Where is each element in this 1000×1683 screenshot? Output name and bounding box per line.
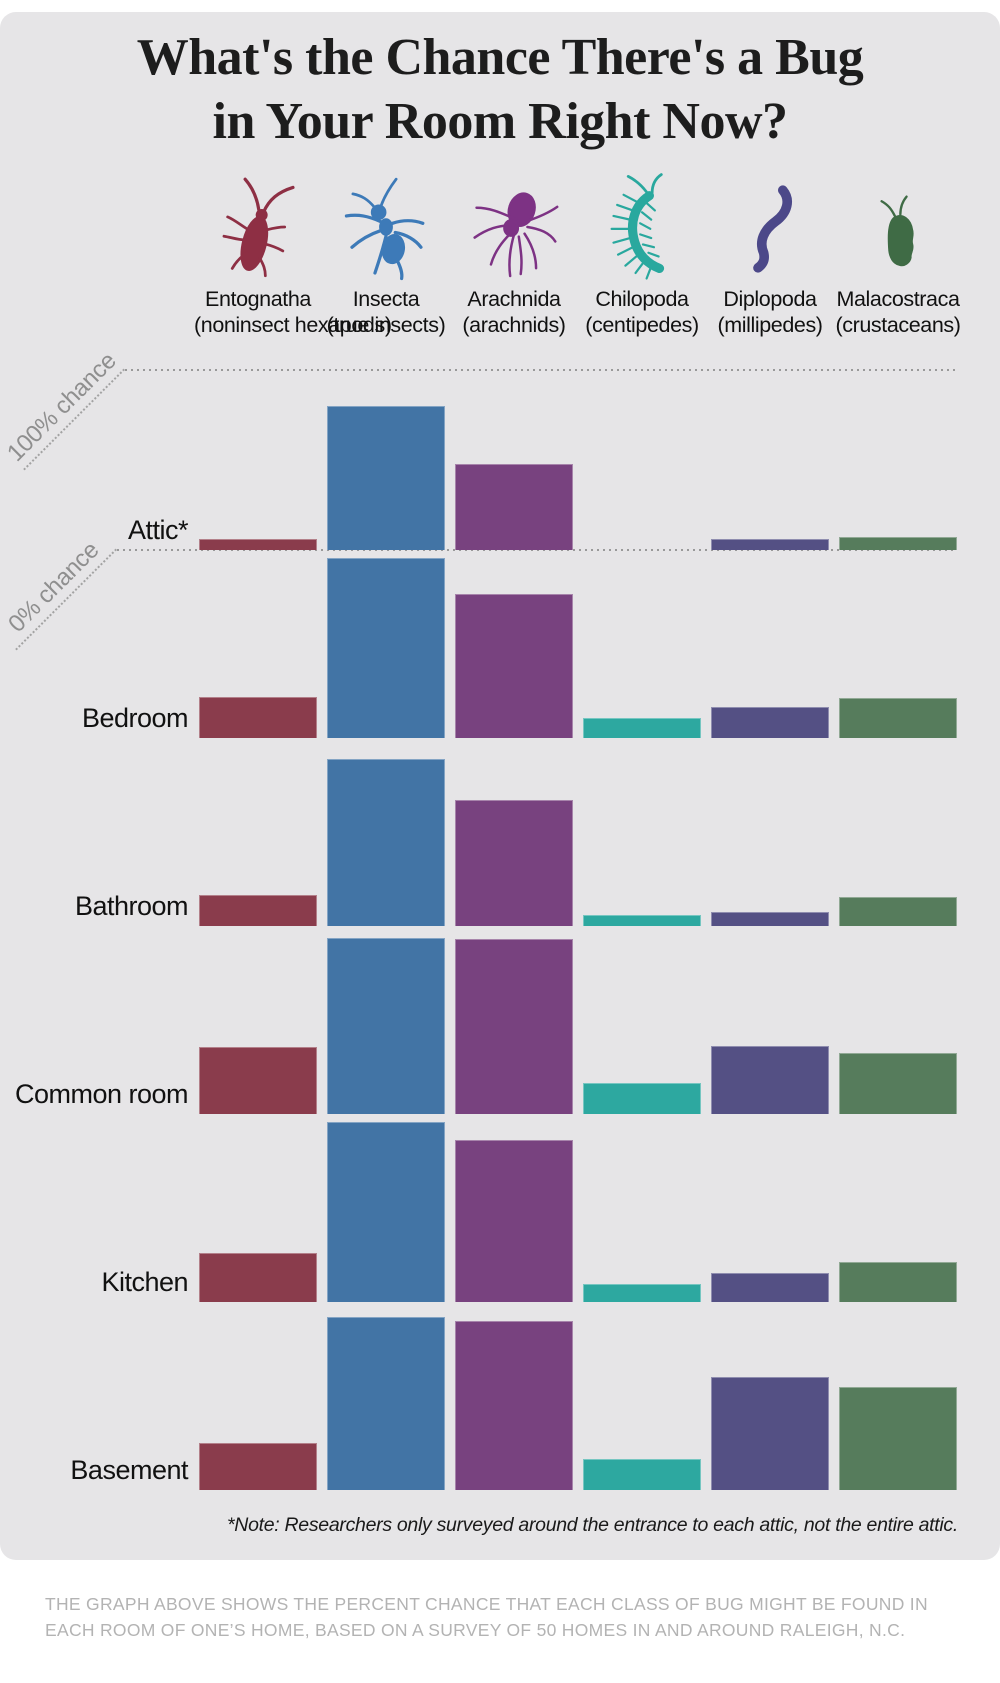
bar-attic--entognatha xyxy=(199,539,317,550)
footnote: *Note: Researchers only surveyed around … xyxy=(227,1514,958,1536)
bar-basement-chilopoda xyxy=(583,1459,701,1490)
bar-basement-entognatha xyxy=(199,1443,317,1490)
bar-attic--arachnida xyxy=(455,464,573,550)
bar-kitchen-entognatha xyxy=(199,1253,317,1302)
springtail-icon xyxy=(194,166,322,286)
bar-basement-diplopoda xyxy=(711,1377,829,1490)
class-name: Malacostraca xyxy=(836,287,960,311)
class-name: Insecta xyxy=(352,287,420,311)
bar-bathroom-insecta xyxy=(327,759,445,926)
bar-bedroom-entognatha xyxy=(199,697,317,738)
isopod-icon xyxy=(834,166,962,286)
class-sublabel: (centipedes) xyxy=(585,313,699,337)
bar-basement-malacostraca xyxy=(839,1387,957,1490)
bar-common-room-insecta xyxy=(327,938,445,1114)
bar-chart-plot: 100% chance 0% chance Attic* Bedroom Bathr… xyxy=(0,346,957,1490)
legend-insecta: Insecta (true insects) xyxy=(322,166,450,338)
ant-icon xyxy=(322,166,450,286)
bar-attic--diplopoda xyxy=(711,539,829,550)
chart-panel-background xyxy=(0,12,1000,1560)
class-name: Diplopoda xyxy=(723,287,817,311)
centipede-icon xyxy=(578,166,706,286)
page-title: What's the Chance There's a Bug in Your … xyxy=(0,26,1000,154)
bar-common-room-diplopoda xyxy=(711,1046,829,1114)
legend-chilopoda: Chilopoda (centipedes) xyxy=(578,166,706,338)
bar-attic--insecta xyxy=(327,406,445,550)
legend-arachnida: Arachnida (arachnids) xyxy=(450,166,578,338)
spider-icon xyxy=(450,166,578,286)
bar-common-room-arachnida xyxy=(455,939,573,1114)
room-label-bathroom: Bathroom xyxy=(74,891,189,921)
bar-kitchen-malacostraca xyxy=(839,1262,957,1302)
bar-common-room-malacostraca xyxy=(839,1053,957,1114)
bar-common-room-entognatha xyxy=(199,1047,317,1114)
room-label-common-room: Common room xyxy=(14,1079,189,1109)
bar-bedroom-chilopoda xyxy=(583,718,701,738)
room-label-kitchen: Kitchen xyxy=(101,1267,188,1297)
bar-kitchen-arachnida xyxy=(455,1140,573,1302)
page-title-line1: What's the Chance There's a Bug xyxy=(136,29,864,86)
class-name: Arachnida xyxy=(467,287,561,311)
bar-attic--malacostraca xyxy=(839,537,957,550)
caption-text: THE GRAPH ABOVE SHOWS THE PERCENT CHANCE… xyxy=(45,1594,928,1640)
bar-bedroom-arachnida xyxy=(455,594,573,738)
class-sublabel: (true insects) xyxy=(326,313,446,337)
axis-label-0-percent: 0% chance xyxy=(0,526,117,651)
millipede-icon xyxy=(706,166,834,286)
class-sublabel: (millipedes) xyxy=(717,313,823,337)
class-name: Entognatha xyxy=(205,287,311,311)
gridline-100-percent xyxy=(125,369,955,371)
class-sublabel: (arachnids) xyxy=(462,313,566,337)
room-label-attic-: Attic* xyxy=(127,515,189,545)
bar-bathroom-entognatha xyxy=(199,895,317,926)
class-name: Chilopoda xyxy=(595,287,689,311)
room-label-bedroom: Bedroom xyxy=(81,703,189,733)
bar-bathroom-arachnida xyxy=(455,800,573,926)
bar-bedroom-malacostraca xyxy=(839,698,957,738)
class-sublabel: (crustaceans) xyxy=(835,313,961,337)
room-label-basement: Basement xyxy=(70,1455,188,1485)
bar-basement-arachnida xyxy=(455,1321,573,1490)
bar-basement-insecta xyxy=(327,1317,445,1490)
axis-label-100-percent: 100% chance xyxy=(1,346,125,471)
bar-kitchen-insecta xyxy=(327,1122,445,1302)
page-title-line2: in Your Room Right Now? xyxy=(212,93,789,150)
bar-bedroom-insecta xyxy=(327,558,445,738)
bar-common-room-chilopoda xyxy=(583,1083,701,1114)
legend-diplopoda: Diplopoda (millipedes) xyxy=(706,166,834,338)
legend-malacostraca: Malacostraca (crustaceans) xyxy=(834,166,962,338)
bar-bathroom-chilopoda xyxy=(583,915,701,926)
bar-bathroom-malacostraca xyxy=(839,897,957,926)
bar-kitchen-chilopoda xyxy=(583,1284,701,1302)
bar-kitchen-diplopoda xyxy=(711,1273,829,1302)
bar-bedroom-diplopoda xyxy=(711,707,829,738)
gridline-0-percent-attic-baseline xyxy=(117,549,955,551)
bar-bathroom-diplopoda xyxy=(711,912,829,926)
